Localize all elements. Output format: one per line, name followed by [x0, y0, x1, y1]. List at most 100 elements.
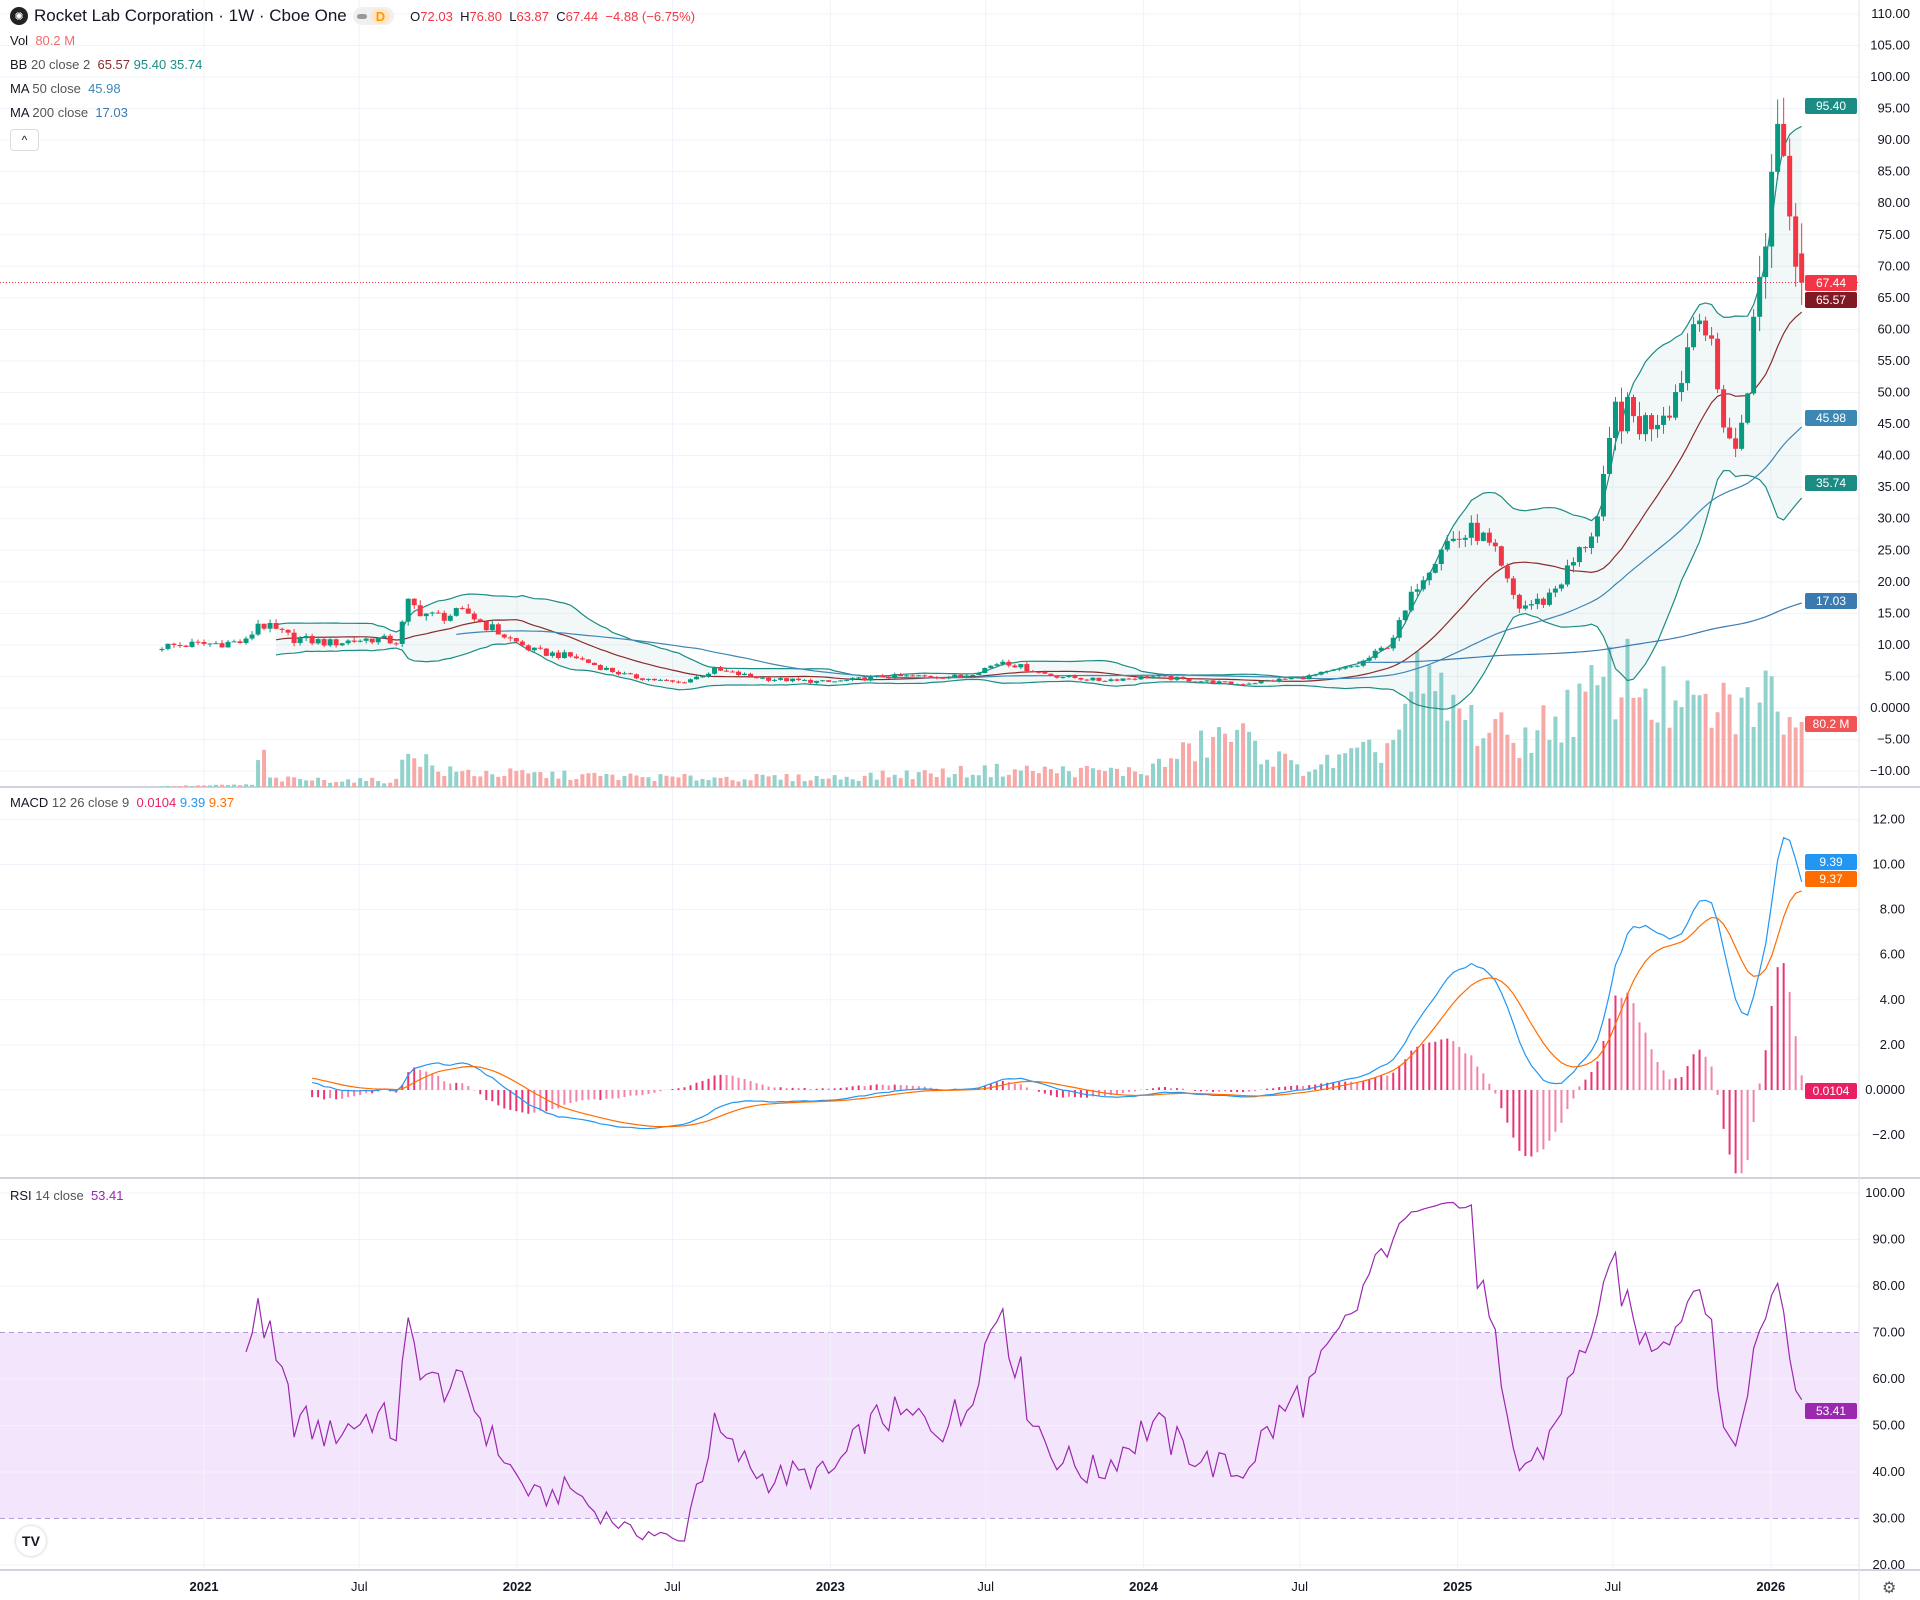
candle: [1715, 332, 1721, 394]
candle: [838, 680, 844, 682]
candle: [1222, 681, 1228, 683]
volume-bar: [274, 777, 279, 787]
macd-histogram-bar: [1097, 1090, 1100, 1097]
rsi-legend[interactable]: RSI 14 close 53.41: [10, 1188, 124, 1203]
volume-bar: [874, 779, 879, 787]
macd-histogram-bar: [461, 1083, 464, 1090]
volume-bar: [352, 782, 357, 787]
macd-histogram-bar: [1332, 1082, 1335, 1090]
volume-bar: [574, 778, 579, 787]
volume-bar: [340, 781, 345, 787]
candle-body: [1066, 675, 1072, 678]
candle: [904, 674, 910, 677]
candle-body: [225, 641, 231, 648]
candle: [688, 678, 694, 683]
volume-bar: [310, 780, 315, 787]
macd-histogram-bar: [785, 1088, 788, 1090]
volume-bar: [195, 785, 200, 787]
macd-axis-label: 8.00: [1880, 902, 1905, 917]
candle-body: [429, 612, 435, 614]
collapse-legend-button[interactable]: ^: [10, 129, 39, 151]
time-axis-label: Jul: [664, 1579, 681, 1594]
price-axis-label: 100.00: [1870, 69, 1910, 84]
volume-bar: [466, 769, 471, 787]
market-status-pill[interactable]: D: [352, 7, 395, 25]
volume-bar: [844, 776, 849, 787]
macd-legend[interactable]: MACD 12 26 close 9 0.0104 9.39 9.37: [10, 795, 235, 810]
macd-histogram-bar: [329, 1090, 332, 1099]
candle-body: [802, 679, 808, 681]
candle: [1558, 583, 1564, 592]
volume-bar: [616, 779, 621, 787]
macd-histogram-bar: [743, 1079, 746, 1090]
macd-histogram-bar: [1356, 1082, 1359, 1090]
volume-bar: [700, 778, 705, 787]
candle: [369, 638, 375, 645]
candle: [1072, 674, 1078, 679]
volume-bar: [244, 784, 249, 787]
volume-bar: [1757, 702, 1762, 787]
candle: [489, 620, 495, 632]
volume-bar: [316, 777, 321, 787]
volume-bar: [177, 786, 182, 787]
ma50-legend[interactable]: MA 50 close 45.98: [10, 81, 121, 96]
volume-bar: [916, 772, 921, 787]
volume-bar: [430, 765, 435, 787]
candle: [1649, 413, 1655, 442]
settings-gear-icon[interactable]: ⚙: [1882, 1580, 1897, 1597]
candle: [447, 614, 453, 622]
candle: [1450, 531, 1456, 543]
volume-bar: [1403, 703, 1408, 787]
candle-body: [1426, 572, 1432, 581]
candle: [495, 622, 501, 635]
volume-bar: [778, 779, 783, 787]
macd-histogram-bar: [695, 1082, 698, 1090]
candle: [633, 673, 639, 680]
volume-legend[interactable]: Vol 80.2 M: [10, 33, 76, 48]
macd-histogram-bar: [1614, 995, 1617, 1090]
volume-bar: [322, 780, 327, 787]
volume-bar: [1301, 775, 1306, 787]
candle-body: [736, 671, 742, 676]
candle-body: [477, 619, 483, 622]
candle-body: [1360, 660, 1366, 666]
candle: [1306, 673, 1312, 680]
candle: [964, 674, 970, 679]
candle-body: [1715, 338, 1721, 390]
candle-body: [976, 672, 982, 675]
bb-fill: [276, 126, 1802, 710]
volume-bar: [748, 780, 753, 787]
candle-body: [369, 638, 375, 643]
ma200-legend[interactable]: MA 200 close 17.03: [10, 105, 128, 120]
symbol-title[interactable]: Rocket Lab Corporation · 1W · Cboe One: [34, 6, 347, 25]
candle: [1552, 585, 1558, 598]
volume-bar: [1469, 704, 1474, 787]
tradingview-logo[interactable]: TV: [16, 1526, 46, 1556]
bb-upper-badge: 95.40: [1805, 98, 1857, 114]
candle: [1582, 546, 1588, 553]
volume-bar: [1475, 746, 1480, 787]
volume-bar: [460, 771, 465, 787]
candle: [1673, 384, 1679, 421]
volume-bar: [1463, 720, 1468, 787]
price-axis-label: 30.00: [1877, 511, 1910, 526]
candle-body: [1168, 675, 1174, 680]
candle-body: [615, 671, 621, 675]
candle: [1318, 671, 1324, 676]
macd-axis-label: 10.00: [1872, 857, 1905, 872]
macd-histogram-bar: [437, 1075, 440, 1090]
candle-body: [1042, 671, 1048, 674]
candle-body: [381, 635, 387, 639]
macd-histogram-bar: [587, 1090, 590, 1100]
candle-body: [657, 679, 663, 681]
candle-body: [772, 679, 778, 681]
bb-legend[interactable]: BB 20 close 2 65.57 95.40 35.74: [10, 57, 203, 72]
macd-histogram-bar: [749, 1081, 752, 1090]
volume-bar: [238, 785, 243, 787]
volume-bar: [376, 781, 381, 787]
candle-body: [718, 667, 724, 671]
candle-body: [321, 639, 327, 646]
candle-body: [1270, 680, 1276, 682]
volume-bar: [1072, 777, 1077, 787]
